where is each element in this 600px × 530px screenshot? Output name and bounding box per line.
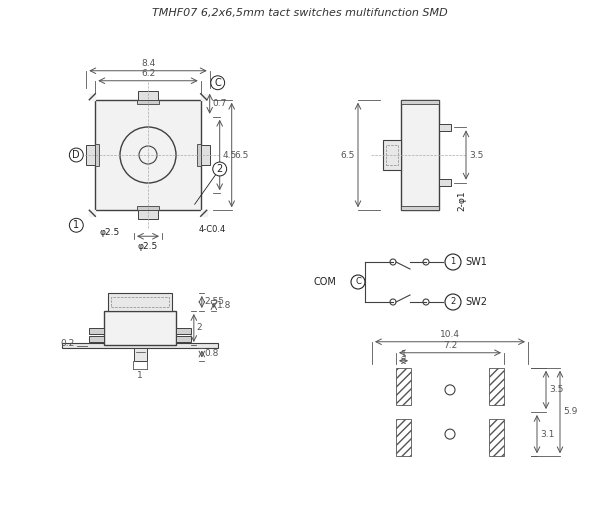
Text: 4-C0.4: 4-C0.4 xyxy=(199,225,226,234)
Bar xyxy=(439,124,451,131)
Text: 4.5: 4.5 xyxy=(223,151,237,160)
Text: 2: 2 xyxy=(217,164,223,174)
Text: 1: 1 xyxy=(73,220,79,230)
Bar xyxy=(137,100,159,104)
Text: 0.8: 0.8 xyxy=(205,349,219,358)
Polygon shape xyxy=(200,94,206,100)
Text: 6.5: 6.5 xyxy=(341,151,355,160)
Text: φ2.5: φ2.5 xyxy=(138,242,158,251)
Text: 3.1: 3.1 xyxy=(540,430,554,439)
Bar xyxy=(176,328,191,334)
Text: 0.2: 0.2 xyxy=(60,340,74,349)
Bar xyxy=(401,100,439,104)
Polygon shape xyxy=(200,210,206,216)
Bar xyxy=(138,91,158,100)
Bar xyxy=(89,336,104,342)
Bar xyxy=(95,100,200,210)
Text: 1: 1 xyxy=(451,258,455,267)
Bar xyxy=(176,336,191,342)
Text: COM: COM xyxy=(313,277,336,287)
Text: C: C xyxy=(214,78,221,88)
Bar xyxy=(489,419,504,456)
Text: 2: 2 xyxy=(451,297,455,306)
Text: 0.7: 0.7 xyxy=(212,99,227,108)
Bar xyxy=(95,144,100,166)
Text: 1: 1 xyxy=(401,350,406,359)
Text: 10.4: 10.4 xyxy=(440,330,460,339)
Text: 5.9: 5.9 xyxy=(563,408,577,417)
Bar xyxy=(383,140,401,170)
Text: 8.4: 8.4 xyxy=(141,59,155,68)
Text: 1: 1 xyxy=(137,370,143,379)
Bar xyxy=(138,210,158,219)
Text: C: C xyxy=(355,278,361,287)
Bar xyxy=(112,297,169,307)
Text: 6.2: 6.2 xyxy=(141,69,155,78)
Bar xyxy=(104,311,176,345)
Bar xyxy=(401,100,439,210)
Bar xyxy=(396,419,411,456)
Bar xyxy=(133,348,146,360)
Text: 2.55: 2.55 xyxy=(205,297,225,306)
Text: SW1: SW1 xyxy=(465,257,487,267)
Bar xyxy=(489,368,504,405)
Text: TMHF07 6,2x6,5mm tact switches multifunction SMD: TMHF07 6,2x6,5mm tact switches multifunc… xyxy=(152,8,448,18)
Polygon shape xyxy=(89,210,95,216)
Bar xyxy=(109,293,172,311)
Text: φ2.5: φ2.5 xyxy=(100,228,119,237)
Bar xyxy=(137,206,159,210)
Text: 7.2: 7.2 xyxy=(443,341,457,350)
Text: 6.5: 6.5 xyxy=(235,151,249,160)
Polygon shape xyxy=(89,94,95,100)
Bar xyxy=(62,342,218,348)
Text: 2-φ1: 2-φ1 xyxy=(457,190,466,211)
Text: 1.8: 1.8 xyxy=(217,301,231,310)
Bar xyxy=(439,179,451,186)
Bar xyxy=(89,328,104,334)
Text: SW2: SW2 xyxy=(465,297,487,307)
Bar xyxy=(386,145,398,165)
Bar xyxy=(396,368,411,405)
Text: D: D xyxy=(73,150,80,160)
Bar xyxy=(200,145,210,165)
Bar xyxy=(86,145,95,165)
Text: 2: 2 xyxy=(197,323,202,332)
Text: 3.5: 3.5 xyxy=(469,151,484,160)
Bar xyxy=(197,144,200,166)
Bar xyxy=(401,206,439,210)
Text: 3.5: 3.5 xyxy=(549,385,563,394)
